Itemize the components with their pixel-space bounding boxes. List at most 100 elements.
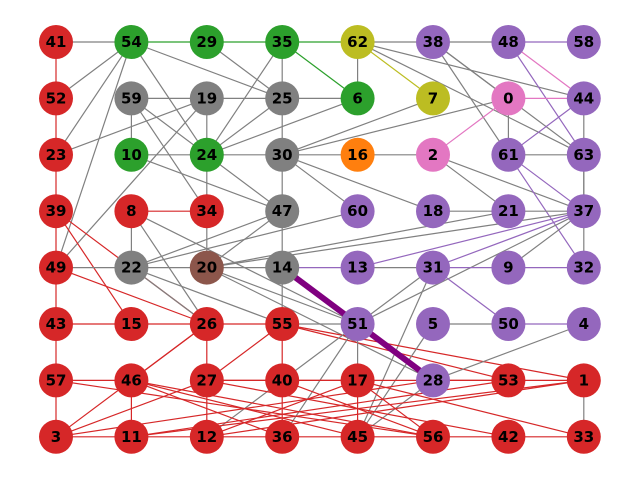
node-14: 14: [265, 250, 300, 285]
node-circle: [189, 419, 224, 454]
node-circle: [39, 137, 73, 172]
node-circle: [265, 81, 300, 116]
node-circle: [114, 307, 149, 341]
edge-55-1: [282, 323, 584, 381]
node-label: 50: [498, 315, 519, 333]
node-7: 7: [416, 81, 450, 116]
node-label: 26: [196, 315, 217, 333]
node-52: 52: [39, 81, 73, 116]
node-label: 37: [573, 202, 594, 220]
edge-1-12: [206, 379, 584, 438]
node-label: 57: [46, 371, 67, 389]
edge-47-22: [131, 210, 283, 269]
node-circle: [39, 363, 73, 398]
edge-4-28: [432, 323, 585, 381]
edge-19-49: [55, 98, 208, 268]
node-circle: [340, 194, 375, 229]
node-32: 32: [566, 250, 601, 285]
node-circle: [189, 25, 224, 59]
node-label: 47: [272, 202, 293, 220]
node-circle: [340, 25, 375, 59]
node-35: 35: [265, 25, 300, 59]
node-63: 63: [566, 137, 601, 172]
node-circle: [566, 25, 601, 59]
node-label: 61: [498, 146, 519, 164]
node-48: 48: [491, 25, 526, 59]
node-label: 36: [272, 428, 293, 446]
node-31: 31: [416, 250, 450, 285]
node-label: 20: [196, 259, 217, 277]
node-circle: [340, 81, 375, 116]
node-circle: [114, 194, 149, 229]
node-label: 13: [347, 259, 368, 277]
node-circle: [340, 137, 375, 172]
node-label: 40: [272, 371, 293, 389]
node-label: 58: [573, 33, 594, 51]
node-46: 46: [114, 363, 149, 398]
node-10: 10: [114, 137, 149, 172]
node-25: 25: [265, 81, 300, 116]
node-36: 36: [265, 419, 300, 454]
node-50: 50: [491, 307, 526, 341]
node-label: 30: [272, 146, 293, 164]
node-51: 51: [340, 307, 375, 341]
edge-60-22: [131, 210, 358, 269]
node-circle: [491, 363, 526, 398]
edge-30-18: [281, 154, 434, 212]
node-47: 47: [265, 194, 300, 229]
node-label: 25: [272, 89, 293, 107]
node-22: 22: [114, 250, 149, 285]
node-label: 18: [423, 202, 444, 220]
node-circle: [39, 419, 73, 454]
node-label: 23: [46, 146, 67, 164]
node-label: 0: [503, 89, 513, 107]
node-circle: [491, 25, 526, 59]
node-label: 45: [347, 428, 368, 446]
node-label: 31: [423, 259, 444, 277]
node-circle: [491, 137, 526, 172]
node-label: 11: [121, 428, 142, 446]
node-40: 40: [265, 363, 300, 398]
node-label: 28: [423, 371, 444, 389]
node-label: 32: [573, 259, 594, 277]
edge-54-23: [55, 41, 132, 156]
node-6: 6: [340, 81, 375, 116]
node-24: 24: [189, 137, 224, 172]
node-label: 62: [347, 33, 368, 51]
edge-53-11: [131, 379, 509, 438]
node-circle: [39, 250, 73, 285]
node-9: 9: [491, 250, 526, 285]
node-41: 41: [39, 25, 73, 59]
node-circle: [265, 307, 300, 341]
node-11: 11: [114, 419, 149, 454]
node-circle: [340, 307, 375, 341]
node-label: 49: [46, 259, 67, 277]
node-5: 5: [416, 307, 450, 341]
node-20: 20: [189, 250, 224, 285]
node-label: 43: [46, 315, 67, 333]
node-label: 4: [579, 315, 589, 333]
node-38: 38: [416, 25, 450, 59]
node-62: 62: [340, 25, 375, 59]
node-label: 33: [573, 428, 594, 446]
node-circle: [566, 307, 601, 341]
node-circle: [566, 419, 601, 454]
node-23: 23: [39, 137, 73, 172]
node-circle: [265, 194, 300, 229]
node-27: 27: [189, 363, 224, 398]
node-49: 49: [39, 250, 73, 285]
edge-0-30: [282, 97, 509, 156]
node-37: 37: [566, 194, 601, 229]
node-61: 61: [491, 137, 526, 172]
node-label: 6: [352, 89, 362, 107]
node-1: 1: [566, 363, 601, 398]
node-label: 1: [579, 371, 589, 389]
node-circle: [566, 250, 601, 285]
node-circle: [189, 250, 224, 285]
node-circle: [340, 419, 375, 454]
node-circle: [265, 137, 300, 172]
node-circle: [39, 81, 73, 116]
node-label: 53: [498, 371, 519, 389]
